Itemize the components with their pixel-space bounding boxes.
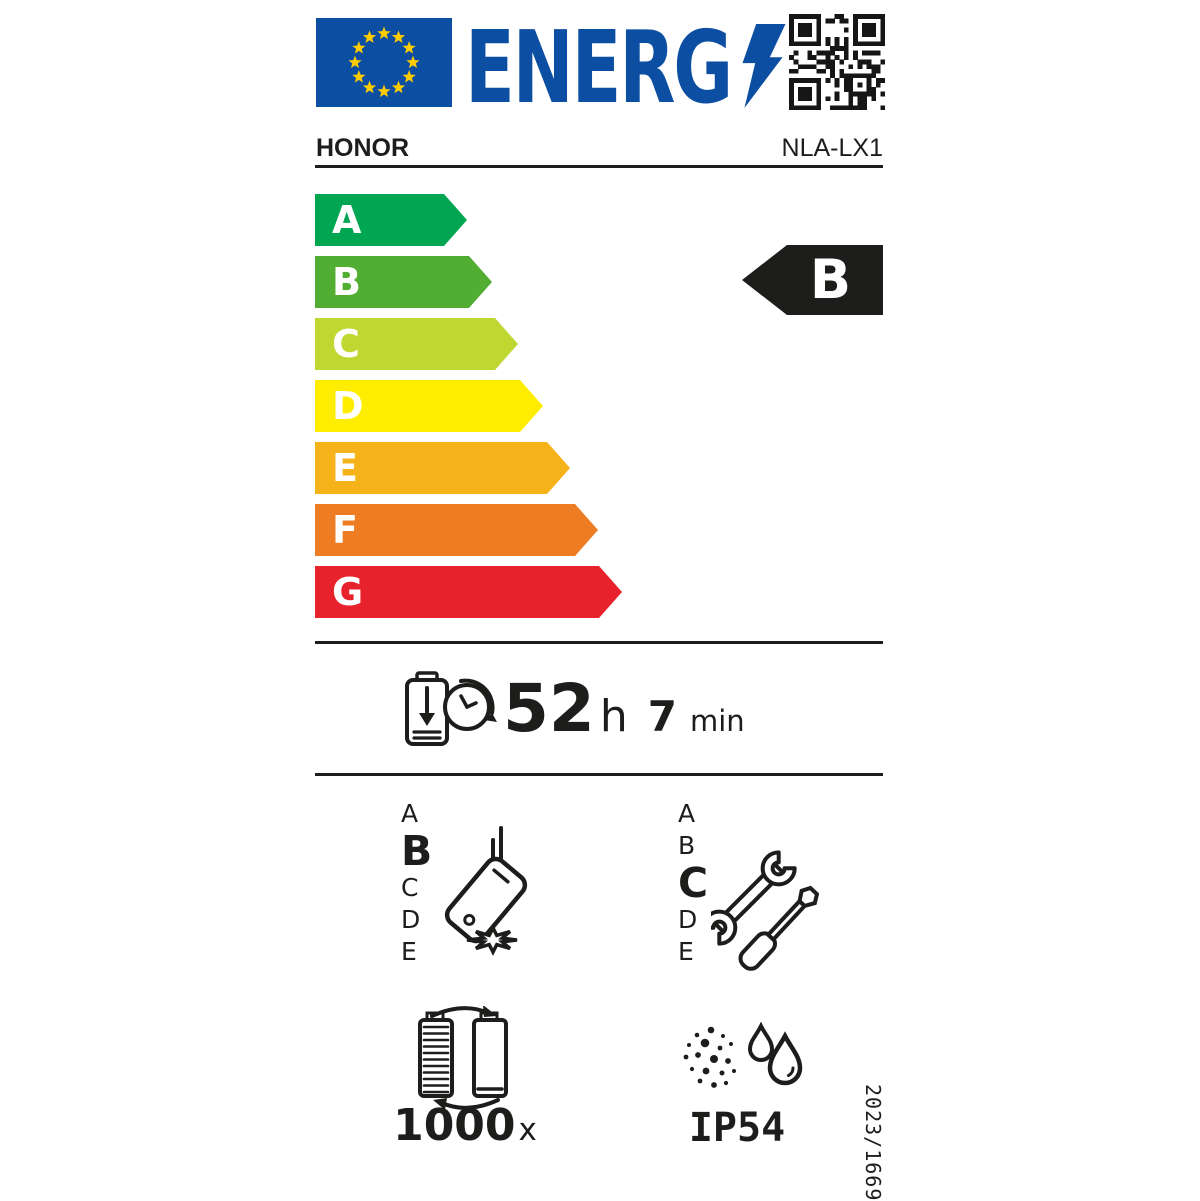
supplier-name: HONOR xyxy=(316,134,410,162)
divider xyxy=(315,773,883,776)
scale-letter: A xyxy=(401,799,419,828)
class-bar-label: F xyxy=(332,508,358,552)
reliability-scale: A B C D E xyxy=(401,798,432,968)
class-bar-a: A xyxy=(315,194,467,246)
class-bar-label: A xyxy=(332,198,362,242)
class-bar-label: E xyxy=(332,446,358,490)
class-bar-f: F xyxy=(315,504,598,556)
class-bar-g: G xyxy=(315,566,622,618)
dust-and-water-icon xyxy=(683,1022,803,1088)
scale-letter: C xyxy=(401,873,419,902)
cycles-count: 1000 xyxy=(393,1100,516,1151)
eu-flag xyxy=(316,18,452,107)
energy-logo-text: ENERG xyxy=(465,9,733,126)
model-number: NLA-LX1 xyxy=(781,134,883,162)
falling-phone-icon xyxy=(444,826,528,956)
lightning-bolt-icon xyxy=(742,24,786,108)
class-bar-label: B xyxy=(332,260,361,304)
endurance-minutes-unit: min xyxy=(689,704,745,738)
divider xyxy=(315,641,883,644)
header-divider xyxy=(315,165,883,168)
class-bar-label: G xyxy=(332,570,364,614)
class-bar-d: D xyxy=(315,380,543,432)
endurance-hours-unit: h xyxy=(599,691,628,742)
scale-letter: E xyxy=(678,937,694,966)
label-column: ENERG HONOR NLA-LX1 A B C D E F G B 52 h… xyxy=(315,0,886,1201)
qr-code xyxy=(789,14,886,111)
scale-letter: D xyxy=(678,905,698,934)
endurance-value: 52 h 7 min xyxy=(503,676,745,742)
battery-recharge-cycle-icon xyxy=(418,1006,508,1110)
battery-cycles-value: 1000 x xyxy=(370,1104,560,1148)
endurance-hours: 52 xyxy=(503,670,595,747)
class-bar-label: C xyxy=(332,322,360,366)
cycles-suffix: x xyxy=(518,1112,537,1148)
scale-letter: A xyxy=(678,799,696,828)
class-bar-b: B xyxy=(315,256,492,308)
class-bar-c: C xyxy=(315,318,518,370)
class-bar-e: E xyxy=(315,442,570,494)
battery-discharge-clock-icon xyxy=(405,671,497,746)
repairability-scale: A B C D E xyxy=(678,798,708,968)
endurance-minutes: 7 xyxy=(647,692,677,741)
class-bar-label: D xyxy=(332,384,364,428)
rating-arrow: B xyxy=(742,245,883,315)
wrench-screwdriver-icon xyxy=(711,850,820,971)
scale-letter: B xyxy=(678,831,696,860)
scale-letter: D xyxy=(401,905,421,934)
scale-letter: E xyxy=(401,937,417,966)
regulation-number: 2023/1669 xyxy=(861,1084,885,1201)
ip-rating: IP54 xyxy=(688,1105,786,1151)
rating-letter: B xyxy=(809,248,852,311)
scale-letter-selected: C xyxy=(678,859,709,907)
scale-letter-selected: B xyxy=(401,827,433,875)
efficiency-scale: A B C D E F G xyxy=(315,194,622,628)
